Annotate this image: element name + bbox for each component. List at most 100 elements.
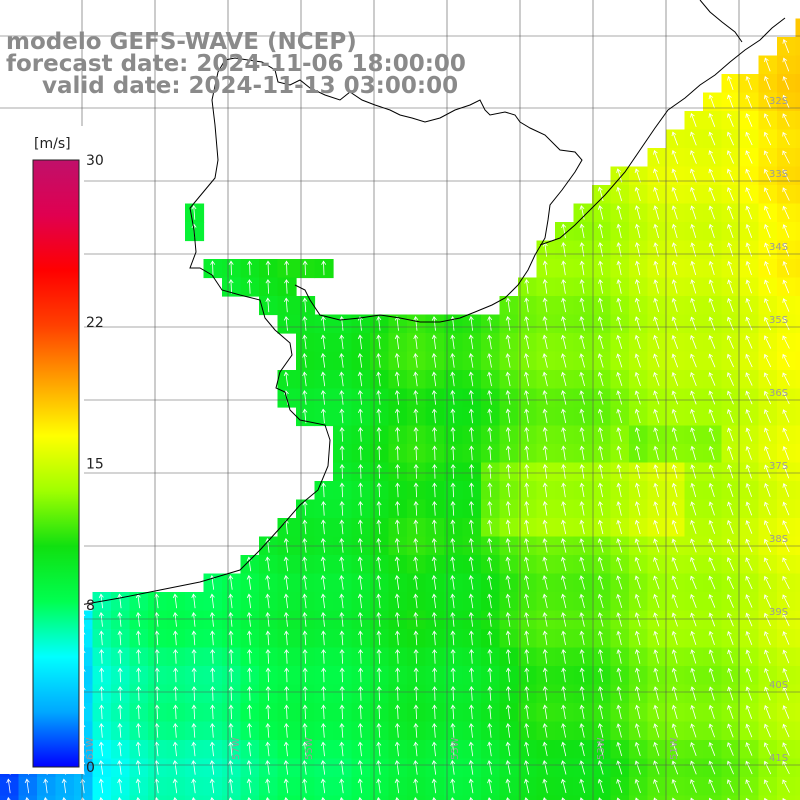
wind-arrow [597, 741, 604, 757]
wind-arrow-head [653, 205, 659, 211]
wind-arrow-head [487, 778, 492, 784]
wind-arrow-shaft [507, 372, 511, 387]
wind-arrow [542, 704, 548, 720]
wind-arrow [597, 723, 604, 738]
wind-arrow-shaft [745, 779, 753, 793]
wind-arrow-head [726, 575, 732, 581]
wind-arrow-shaft [599, 316, 604, 331]
wind-arrow-shaft [341, 520, 344, 535]
wind-arrow [690, 594, 697, 608]
wind-arrow-shaft [397, 705, 399, 720]
wind-arrow [431, 760, 437, 775]
wind-arrow-shaft [81, 779, 85, 794]
wind-arrow-shaft [617, 316, 622, 331]
wind-arrow [284, 630, 289, 646]
wind-arrow-shaft [617, 390, 623, 405]
wind-arrow-head [413, 741, 419, 747]
wind-arrow-shaft [341, 686, 343, 701]
wind-arrow-head [579, 575, 585, 580]
wind-arrow-head [690, 482, 696, 488]
wind-arrow-head [505, 297, 511, 303]
wind-arrow-head [117, 704, 123, 709]
wind-arrow-head [357, 538, 363, 543]
wind-arrow-shaft [727, 409, 734, 423]
wind-arrow-head [616, 778, 621, 784]
wind-arrow-shaft [617, 631, 622, 646]
wind-arrow-shaft [396, 316, 399, 331]
wind-arrow-head [727, 482, 732, 488]
wind-arrow-shaft [470, 575, 474, 590]
wind-arrow-head [763, 168, 769, 174]
wind-arrow-shaft [562, 705, 566, 720]
wind-arrow [690, 390, 697, 405]
wind-arrow-head [376, 778, 382, 784]
wind-arrow-shaft [525, 631, 529, 646]
wind-arrow [450, 353, 456, 368]
wind-arrow-head [339, 427, 345, 432]
wind-arrow [671, 353, 679, 368]
wind-arrow-head [616, 501, 622, 506]
wind-arrow-head [690, 779, 695, 784]
wind-arrow [413, 316, 419, 331]
wind-arrow-shaft [396, 409, 399, 424]
wind-arrow-head [653, 150, 658, 155]
wind-arrow-head [579, 242, 585, 247]
wind-arrow-shaft [525, 316, 529, 331]
wind-arrow [320, 316, 326, 331]
wind-arrow-shaft [525, 779, 530, 794]
wind-arrow-head [283, 371, 289, 377]
wind-arrow-shaft [525, 409, 529, 424]
wind-arrow-shaft [764, 224, 771, 238]
wind-arrow [727, 501, 734, 516]
wind-arrow-shaft [599, 279, 603, 294]
wind-arrow-head [376, 593, 382, 599]
wind-arrow [634, 741, 641, 757]
longitude-label: 55W [450, 737, 461, 760]
wind-arrow [265, 667, 271, 683]
wind-arrow-shaft [267, 686, 269, 701]
wind-arrow-shaft [526, 279, 529, 294]
wind-arrow-shaft [636, 501, 641, 516]
wind-arrow-head [394, 316, 400, 321]
wind-arrow-shaft [598, 353, 604, 368]
wind-arrow-head [690, 556, 695, 562]
wind-arrow [727, 723, 734, 738]
wind-arrow-head [80, 778, 86, 784]
wind-arrow-shaft [470, 649, 473, 664]
wind-arrow-shaft [727, 95, 734, 109]
wind-arrow-shaft [304, 686, 306, 701]
wind-arrow-shaft [397, 446, 399, 461]
wind-arrow-shaft [249, 668, 251, 683]
wind-arrow-head [671, 168, 677, 174]
colorbar-tick-label: 22 [86, 315, 104, 331]
wind-arrow-head [302, 760, 308, 765]
wind-arrow-shaft [709, 724, 715, 738]
wind-arrow-head [690, 150, 695, 155]
wind-arrow [727, 75, 734, 91]
wind-arrow-shaft [230, 705, 232, 720]
wind-speed-cell [259, 795, 279, 800]
wind-arrow-shaft [526, 668, 529, 683]
wind-arrow [247, 649, 253, 664]
wind-arrow-head [671, 131, 677, 137]
wind-arrow-shaft [470, 501, 473, 516]
wind-arrow [708, 372, 716, 386]
wind-arrow-head [320, 741, 326, 747]
wind-arrow [598, 649, 603, 664]
wind-arrow [708, 150, 716, 164]
wind-arrow-shaft [526, 686, 529, 701]
wind-arrow-shaft [672, 372, 679, 386]
wind-arrow [228, 612, 234, 627]
wind-arrow-shaft [672, 391, 678, 405]
wind-arrow-head [634, 575, 640, 581]
wind-arrow [394, 519, 400, 535]
wind-arrow [634, 279, 641, 294]
wind-arrow [616, 704, 622, 720]
wind-arrow-shaft [709, 261, 715, 276]
wind-arrow-head [468, 630, 474, 635]
wind-arrow [450, 408, 456, 424]
wind-arrow [616, 760, 623, 775]
wind-arrow [302, 760, 308, 775]
wind-arrow-shaft [764, 354, 772, 368]
wind-arrow-shaft [782, 594, 790, 608]
